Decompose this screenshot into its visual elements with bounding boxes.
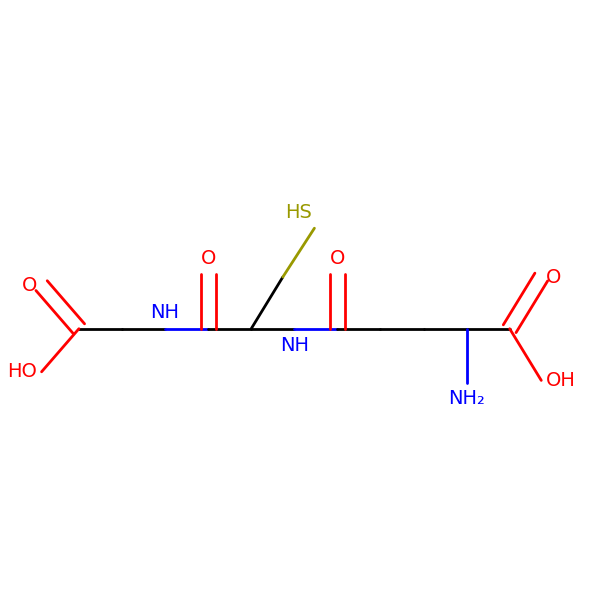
Text: HS: HS <box>284 203 311 223</box>
Text: OH: OH <box>546 371 576 390</box>
Text: NH₂: NH₂ <box>448 389 485 408</box>
Text: HO: HO <box>7 362 37 381</box>
Text: O: O <box>546 268 561 287</box>
Text: O: O <box>329 250 345 268</box>
Text: NH: NH <box>151 303 179 322</box>
Text: NH: NH <box>280 335 309 355</box>
Text: O: O <box>22 276 37 295</box>
Text: O: O <box>200 250 216 268</box>
